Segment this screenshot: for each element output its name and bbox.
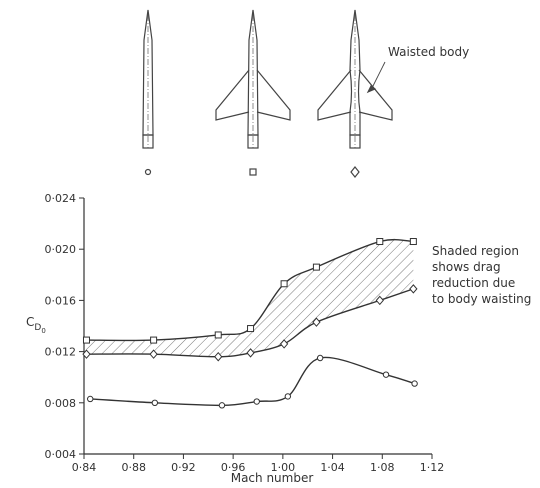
square-marker — [280, 280, 288, 288]
waisted-body-drawing — [317, 9, 393, 149]
x-axis-label: Mach number — [231, 471, 314, 485]
square-marker — [82, 336, 90, 344]
x-tick-label: 0·88 — [121, 461, 146, 474]
y-tick-label: 0·020 — [45, 243, 77, 256]
diamond-marker — [312, 317, 321, 327]
x-tick-label: 1·00 — [271, 461, 296, 474]
series-line — [90, 356, 415, 407]
diamond-marker — [214, 351, 223, 362]
circle-marker — [253, 398, 260, 405]
square-marker — [247, 325, 255, 333]
y-axis-label: CD0 — [26, 315, 46, 335]
y-tick-label: 0·024 — [45, 192, 77, 205]
y-tick-label: 0·004 — [45, 448, 77, 461]
x-tick-label: 0·84 — [72, 461, 97, 474]
square-marker — [214, 331, 222, 339]
x-tick-label: 1·12 — [420, 461, 445, 474]
circle-marker — [87, 395, 94, 403]
annotation: Shaded region — [432, 244, 519, 258]
plot: 0·004 0·008 0·012 0·016 0·020 0·024 0·84 0·88 0·… — [45, 192, 532, 474]
plain-body-drawing — [142, 9, 154, 149]
x-tick-label: 1·08 — [370, 461, 395, 474]
circle-marker — [218, 402, 226, 409]
diamond-marker — [246, 348, 255, 358]
x-tick-label: 1·04 — [320, 461, 345, 474]
legend-marker — [249, 168, 257, 176]
circle-marker — [411, 380, 418, 387]
diamond-marker — [409, 284, 418, 294]
legend-marker — [350, 166, 360, 178]
callout: Waisted body — [388, 45, 469, 59]
square-marker — [376, 238, 384, 246]
circle-marker — [316, 354, 324, 362]
diamond-marker — [279, 339, 289, 349]
diamond-marker — [82, 349, 91, 359]
annotation: shows drag — [432, 260, 501, 274]
square-marker — [150, 336, 158, 344]
y-tick-label: 0·012 — [45, 346, 77, 359]
circle-marker — [284, 393, 292, 400]
diamond-marker — [149, 349, 158, 359]
annotation: reduction due — [432, 276, 515, 290]
winged-body-drawing — [215, 9, 291, 149]
x-tick-label: 0·96 — [221, 461, 246, 474]
square-marker — [409, 238, 417, 246]
legend-marker — [144, 168, 152, 176]
x-tick-label: 0·92 — [171, 461, 196, 474]
square-marker — [312, 263, 320, 271]
shaded-region — [86, 239, 414, 357]
annotation: to body waisting — [432, 292, 531, 306]
circle-marker — [151, 399, 159, 406]
diamond-marker — [375, 295, 384, 306]
y-tick-label: 0·008 — [45, 397, 77, 410]
y-tick-label: 0·016 — [45, 294, 77, 307]
circle-marker — [382, 371, 390, 378]
